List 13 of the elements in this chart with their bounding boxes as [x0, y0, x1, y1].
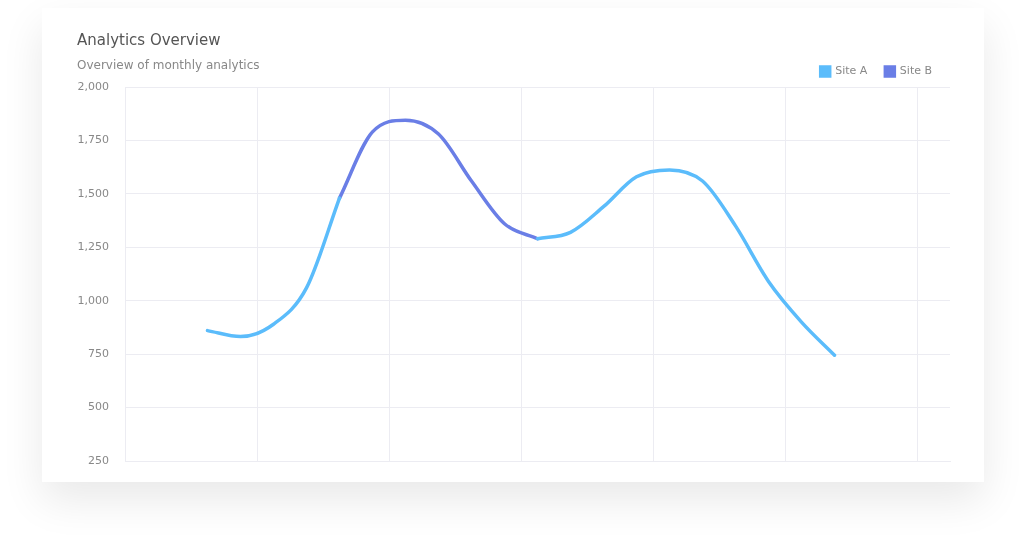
chart-subtitle: Overview of monthly analytics — [77, 58, 260, 72]
y-tick-label: 500 — [88, 400, 109, 414]
y-tick-label: 2,000 — [77, 79, 109, 93]
chart-title: Analytics Overview — [77, 31, 221, 49]
y-tick-label: 750 — [88, 347, 109, 360]
y-tick-label: 250 — [88, 453, 109, 467]
y-tick-label: 1,500 — [77, 186, 109, 200]
y-tick-label: 1,250 — [77, 240, 109, 254]
legend-label: Site A — [835, 64, 868, 78]
legend-label: Site B — [899, 64, 933, 78]
y-tick-label: 1,000 — [77, 293, 109, 307]
y-tick-label: 1,750 — [77, 133, 109, 147]
line-series — [337, 118, 540, 241]
